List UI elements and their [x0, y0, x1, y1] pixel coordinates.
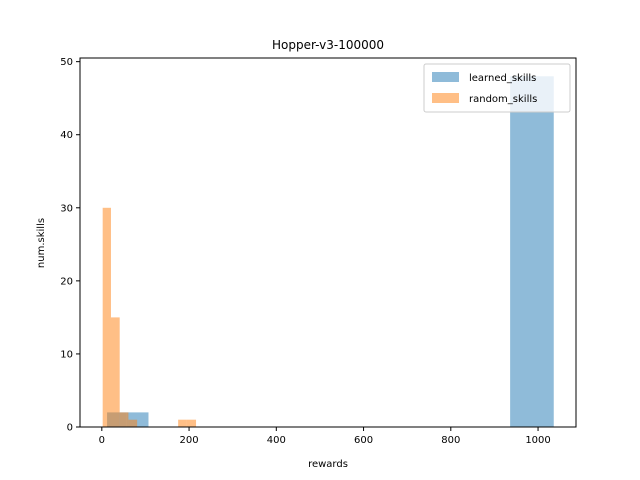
y-axis-label: num.skills [36, 218, 47, 268]
y-tick-label: 10 [60, 349, 73, 360]
y-tick-label: 40 [60, 130, 73, 141]
y-tick-label: 20 [60, 276, 73, 287]
legend-box [423, 63, 571, 113]
legend-swatch [432, 93, 459, 103]
random-skills-bar [119, 412, 129, 427]
x-tick-label: 200 [180, 435, 199, 446]
legend: learned_skills random_skills [423, 63, 571, 113]
random-skills-bar [128, 419, 138, 427]
x-tick-label: 1000 [525, 435, 550, 446]
x-tick-label: 600 [354, 435, 373, 446]
x-axis-label: rewards [308, 459, 348, 470]
legend-label: learned_skills [469, 73, 536, 84]
y-tick-label: 50 [60, 57, 73, 68]
random-skills-bar [186, 419, 197, 427]
x-tick-label: 800 [441, 435, 460, 446]
random-skills-bar [102, 207, 111, 427]
y-tick-label: 0 [67, 423, 73, 434]
legend-swatch [432, 72, 459, 82]
plot-area: 0 200 400 600 800 1000 0 10 20 30 40 50 [60, 57, 577, 446]
chart-title: Hopper-v3-100000 [272, 38, 384, 52]
axes-frame [79, 57, 577, 428]
legend-label: random_skills [469, 94, 537, 105]
learned-skills-bar [510, 76, 554, 428]
x-tick-label: 0 [99, 435, 105, 446]
random-skills-bar [178, 419, 187, 427]
random-skills-bar [110, 317, 120, 427]
x-tick-label: 400 [267, 435, 286, 446]
y-tick-label: 30 [60, 203, 73, 214]
